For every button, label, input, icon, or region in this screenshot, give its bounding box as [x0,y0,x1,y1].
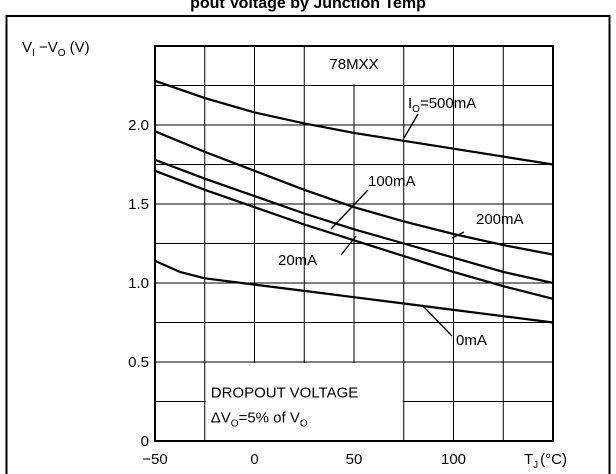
annotation-line-1: DROPOUT VOLTAGE [211,385,359,402]
x-tick-labels: −50 0 50 100 [142,451,466,468]
series-label: 20mA [278,252,317,269]
device-label-box [305,47,403,85]
series-labels: IO=500mA 200mA 100mA 20mA 0mA [278,95,524,349]
leader-line [403,113,419,139]
x-axis-label: TJ (°C) [524,451,567,471]
y-tick-label: 0 [141,433,149,450]
series-line-200ma [154,130,554,256]
y-axis-label: VI −VO (V) [22,39,90,59]
series-label: IO=500mA [408,95,476,115]
series-label: 100mA [368,173,416,190]
y-tick-labels: 0 0.5 1.0 1.5 2.0 [128,117,149,450]
y-tick-label: 1.0 [128,275,149,292]
x-tick-label: 50 [346,451,363,468]
leader-line [330,189,369,230]
series-group [154,79,554,324]
leader-line [451,231,465,239]
x-tick-label: 100 [441,451,466,468]
device-label: 78MXX [329,56,378,73]
outer-frame [5,15,611,474]
y-tick-label: 1.5 [128,196,149,213]
series-line-0ma [154,259,554,324]
series-line-20ma [154,169,554,300]
y-tick-label: 0.5 [128,354,149,371]
x-tick-label: 0 [250,451,258,468]
series-label: 0mA [456,332,487,349]
annotation-box [205,363,403,440]
leader-line [340,235,357,256]
plot-border [154,45,554,442]
x-tick-label: −50 [142,451,167,468]
annotation-line-2: ΔVO=5% of VO [211,409,308,429]
y-tick-label: 2.0 [128,117,149,134]
series-line-100ma [154,158,554,285]
chart-title-fragment: pout Voltage by Junction Temp [190,0,426,12]
leader-line [421,304,453,337]
series-line-i0-500ma [154,79,554,166]
series-label: 200mA [476,211,524,228]
